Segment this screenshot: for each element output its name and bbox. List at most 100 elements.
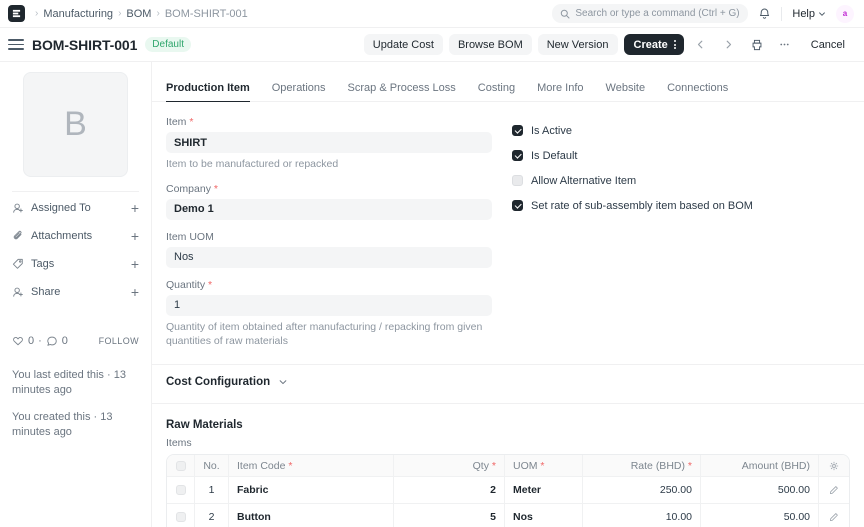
new-version-button[interactable]: New Version xyxy=(537,34,618,55)
row-checkbox[interactable] xyxy=(175,512,186,523)
bell-icon[interactable] xyxy=(758,7,771,20)
column-header-amount: Amount (BHD) xyxy=(701,455,819,477)
sidebar-item-assigned-to[interactable]: Assigned To + xyxy=(12,194,139,222)
update-cost-button[interactable]: Update Cost xyxy=(363,34,443,55)
chevron-right-icon xyxy=(723,39,734,50)
help-label: Help xyxy=(792,7,815,20)
checkbox-icon[interactable] xyxy=(512,150,523,161)
quantity-input[interactable]: 1 xyxy=(166,294,492,316)
app-logo-icon[interactable] xyxy=(8,5,25,22)
tab-operations[interactable]: Operations xyxy=(271,82,326,94)
navbar-right-group: Search or type a command (Ctrl + G) Help… xyxy=(552,4,856,23)
row-edit-cell[interactable] xyxy=(819,504,849,527)
sidebar-item-tags[interactable]: Tags + xyxy=(12,250,139,278)
print-button[interactable] xyxy=(746,34,768,55)
required-marker: * xyxy=(488,459,496,472)
hamburger-icon[interactable] xyxy=(8,39,24,50)
activity-created: You created this · 13 minutes ago xyxy=(12,410,113,438)
comment-icon[interactable] xyxy=(46,335,58,347)
follow-button[interactable]: FOLLOW xyxy=(98,336,139,346)
company-input[interactable]: Demo 1 xyxy=(166,198,492,220)
sidebar-item-attachments[interactable]: Attachments + xyxy=(12,222,139,250)
add-share-button[interactable]: + xyxy=(130,284,139,300)
cancel-button[interactable]: Cancel xyxy=(802,34,854,55)
share-user-icon xyxy=(12,286,26,298)
checkbox-allow-alternative-item[interactable]: Allow Alternative Item xyxy=(512,168,850,193)
select-all-checkbox-cell[interactable] xyxy=(167,455,195,477)
cell-qty[interactable]: 5 xyxy=(394,504,505,527)
browse-bom-button[interactable]: Browse BOM xyxy=(448,34,532,55)
sidebar-item-label: Assigned To xyxy=(31,202,91,214)
form-column-right: Is Active Is Default Allow Alternative I… xyxy=(512,116,850,360)
tab-scrap-process-loss[interactable]: Scrap & Process Loss xyxy=(347,82,456,94)
search-input[interactable]: Search or type a command (Ctrl + G) xyxy=(552,4,749,23)
select-all-checkbox[interactable] xyxy=(175,460,186,471)
pencil-icon[interactable] xyxy=(829,485,839,495)
checkbox-icon[interactable] xyxy=(512,200,523,211)
checkbox-label: Set rate of sub-assembly item based on B… xyxy=(531,199,753,212)
cost-configuration-title: Cost Configuration xyxy=(166,376,271,389)
raw-materials-title: Raw Materials xyxy=(166,419,243,432)
table-row[interactable]: 1 Fabric 2 Meter 250.00 500.00 xyxy=(167,476,849,504)
prev-button[interactable] xyxy=(690,34,712,55)
chevron-down-icon xyxy=(818,10,826,18)
gear-icon[interactable] xyxy=(829,461,839,471)
row-edit-cell[interactable] xyxy=(819,477,849,503)
breadcrumb-item-bom[interactable]: BOM xyxy=(126,7,152,20)
chevron-down-icon[interactable] xyxy=(278,377,288,387)
tab-connections[interactable]: Connections xyxy=(667,82,729,94)
tab-production-item[interactable]: Production Item xyxy=(166,82,250,102)
cell-item-code[interactable]: Button xyxy=(229,504,394,527)
cost-configuration-section[interactable]: Cost Configuration xyxy=(152,365,864,399)
tab-more-info[interactable]: More Info xyxy=(537,82,584,94)
breadcrumb-item-manufacturing[interactable]: Manufacturing xyxy=(43,7,114,20)
field-quantity: Quantity * 1 Quantity of item obtained a… xyxy=(166,279,492,349)
create-button[interactable]: Create xyxy=(623,34,684,55)
breadcrumb-separator: › xyxy=(118,8,122,19)
items-label: Items xyxy=(166,437,192,450)
column-header-uom: UOM * xyxy=(505,455,583,477)
add-assignment-button[interactable]: + xyxy=(130,200,139,216)
breadcrumb-item-current: BOM-SHIRT-001 xyxy=(164,7,248,20)
item-uom-input[interactable]: Nos xyxy=(166,246,492,268)
column-header-label: Rate (BHD) xyxy=(630,459,685,472)
pencil-icon[interactable] xyxy=(829,512,839,522)
breadcrumb-separator: › xyxy=(156,8,160,19)
vertical-ellipsis-icon[interactable] xyxy=(673,40,676,49)
cell-item-code[interactable]: Fabric xyxy=(229,477,394,504)
sidebar-item-share[interactable]: Share + xyxy=(12,278,139,306)
field-company: Company * Demo 1 xyxy=(166,183,492,220)
checkbox-is-active[interactable]: Is Active xyxy=(512,118,850,143)
cell-uom[interactable]: Nos xyxy=(505,504,583,527)
more-options-button[interactable] xyxy=(774,34,796,55)
add-tag-button[interactable]: + xyxy=(130,256,139,272)
cell-rate[interactable]: 10.00 xyxy=(583,504,701,527)
checkbox-is-default[interactable]: Is Default xyxy=(512,143,850,168)
sidebar-item-label: Share xyxy=(31,286,61,298)
tab-website[interactable]: Website xyxy=(605,82,646,94)
checkbox-icon[interactable] xyxy=(512,125,523,136)
row-select-cell[interactable] xyxy=(167,504,195,527)
required-marker: * xyxy=(186,116,194,128)
add-attachment-button[interactable]: + xyxy=(130,228,139,244)
navbar-divider xyxy=(781,6,783,21)
next-button[interactable] xyxy=(718,34,740,55)
cell-qty[interactable]: 2 xyxy=(394,477,505,504)
document-thumbnail[interactable]: B xyxy=(23,72,128,177)
item-input[interactable]: SHIRT xyxy=(166,132,492,153)
checkbox-icon[interactable] xyxy=(512,175,523,186)
ellipsis-icon xyxy=(778,38,791,51)
row-select-cell[interactable] xyxy=(167,477,195,504)
avatar[interactable]: a xyxy=(836,4,854,23)
checkbox-set-rate-sub-assembly[interactable]: Set rate of sub-assembly item based on B… xyxy=(512,193,850,218)
row-checkbox[interactable] xyxy=(175,485,186,496)
table-settings-cell[interactable] xyxy=(819,455,849,476)
table-row[interactable]: 2 Button 5 Nos 10.00 50.00 xyxy=(167,503,849,527)
cell-rate[interactable]: 250.00 xyxy=(583,477,701,504)
help-menu[interactable]: Help xyxy=(792,8,826,20)
heart-icon[interactable] xyxy=(12,335,24,347)
required-marker: * xyxy=(210,182,218,195)
cell-uom[interactable]: Meter xyxy=(505,477,583,504)
page-actions: Update Cost Browse BOM New Version Creat… xyxy=(363,34,854,55)
tab-costing[interactable]: Costing xyxy=(477,82,516,94)
